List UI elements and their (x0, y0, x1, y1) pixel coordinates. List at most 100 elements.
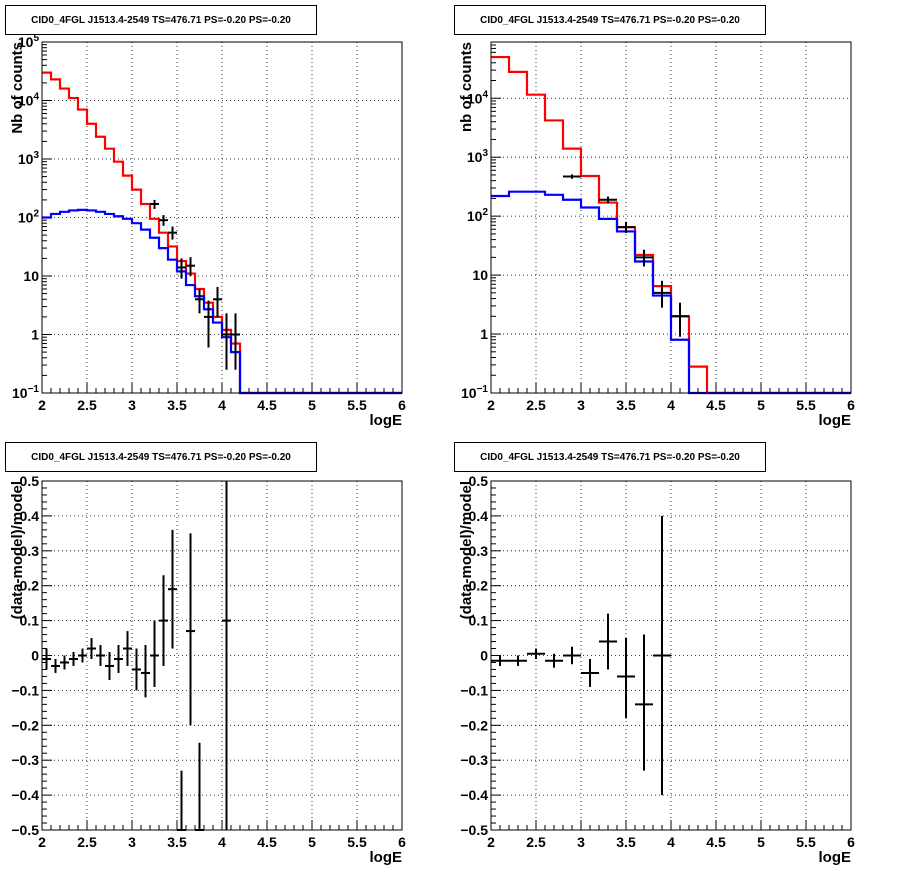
y-tick-label: −0.5 (11, 822, 39, 838)
data-point (51, 658, 60, 673)
data-point (186, 533, 195, 726)
data-point (123, 631, 132, 666)
data-point (42, 648, 51, 670)
x-tick-label: 6 (398, 834, 406, 850)
series-line (42, 71, 402, 395)
plot-frame (490, 41, 852, 394)
data-point (69, 652, 78, 666)
data-point (177, 258, 186, 279)
x-tick-label: 3.5 (616, 834, 636, 850)
y-tick-label: 0.5 (469, 473, 489, 489)
data-point (204, 300, 213, 348)
data-point (105, 652, 114, 680)
y-tick-label: 1 (31, 327, 39, 343)
x-tick-label: 5 (308, 834, 316, 850)
data-point (168, 226, 177, 240)
data-point (177, 770, 186, 831)
x-tick-label: 4 (667, 834, 675, 850)
x-tick-label: 2.5 (526, 834, 546, 850)
data-point (563, 174, 581, 179)
x-tick-label: 4.5 (706, 834, 726, 850)
x-tick-label: 5 (308, 397, 316, 413)
y-tick-label: 0 (31, 648, 39, 664)
y-axis-label: Nb of counts (9, 42, 26, 134)
plot-pad-counts-left: 2 2.5 3 3.5 4 4.5 5 5.5 6 logE 10−1 1 10 102 103 104 105… (0, 0, 449, 437)
x-tick-label: 6 (398, 397, 406, 413)
y-tick-label: 0.3 (469, 543, 489, 559)
plot-pad-residuals-left: 2 2.5 3 3.5 4 4.5 5 5.5 6 logE −0.5 −0.4 −0.3 −0.2 −0.… (0, 437, 449, 875)
x-tick-label: 5 (757, 397, 765, 413)
data-point (78, 648, 87, 663)
data-point (545, 653, 563, 668)
x-tick-label: 6 (847, 834, 855, 850)
data-point (653, 280, 671, 308)
x-tick-label: 5.5 (347, 834, 367, 850)
y-tick-label: −0.3 (460, 752, 488, 768)
data-point (132, 648, 141, 691)
x-tick-label: 2.5 (77, 397, 97, 413)
x-tick-label: 4.5 (257, 397, 277, 413)
data-point (635, 249, 653, 267)
data-point (195, 288, 204, 314)
chart-title: CID0_4FGL J1513.4-2549 TS=476.71 PS=-0.2… (454, 5, 766, 35)
x-tick-label: 3.5 (167, 834, 187, 850)
y-tick-label: 102 (467, 207, 489, 224)
chart-title: CID0_4FGL J1513.4-2549 TS=476.71 PS=-0.2… (5, 5, 317, 35)
x-tick-label: 3 (128, 834, 136, 850)
chart-title: CID0_4FGL J1513.4-2549 TS=476.71 PS=-0.2… (454, 442, 766, 472)
y-tick-label: −0.3 (11, 752, 39, 768)
data-point (150, 199, 159, 209)
series-line (42, 208, 402, 395)
plot-frame (41, 480, 403, 831)
y-tick-label: −0.2 (460, 717, 488, 733)
data-point (60, 655, 69, 670)
y-tick-label: 104 (467, 89, 489, 106)
plot-pad-counts-right: 2 2.5 3 3.5 4 4.5 5 5.5 6 logE 10−1 1 10 102 103 104 nb … (449, 0, 898, 437)
x-tick-label: 2 (487, 834, 495, 850)
y-tick-label: −0.4 (11, 787, 39, 803)
data-point (599, 613, 617, 670)
x-tick-label: 4.5 (257, 834, 277, 850)
data-point (222, 313, 231, 370)
data-point (509, 655, 527, 666)
y-tick-label: 0.4 (469, 508, 489, 524)
x-axis-label: logE (819, 412, 852, 429)
data-point (159, 215, 168, 226)
data-point (491, 655, 509, 666)
data-point (168, 529, 177, 649)
data-point (96, 645, 105, 666)
y-tick-label: 10−1 (12, 384, 39, 401)
y-tick-label: 105 (18, 33, 40, 50)
data-point (87, 638, 96, 659)
y-tick-label: 0.2 (20, 578, 40, 594)
data-point (653, 515, 671, 796)
data-point (159, 575, 168, 666)
y-tick-label: −0.5 (460, 822, 488, 838)
y-tick-label: 103 (18, 150, 40, 167)
data-point (617, 638, 635, 719)
data-point (231, 313, 240, 370)
x-tick-label: 3 (128, 397, 136, 413)
y-tick-label: 10−1 (461, 384, 488, 401)
y-tick-label: 104 (18, 92, 40, 109)
plot-pad-residuals-right: 2 2.5 3 3.5 4 4.5 5 5.5 6 logE −0.5 −0.4 −0.3 −0.2 −0.… (449, 437, 898, 875)
x-tick-label: 5 (757, 834, 765, 850)
data-point (150, 620, 159, 687)
y-tick-label: 0.4 (20, 508, 40, 524)
x-tick-label: 3.5 (167, 397, 187, 413)
x-tick-label: 3 (577, 834, 585, 850)
y-tick-label: 0.3 (20, 543, 40, 559)
y-axis-label: (data-model)/model (9, 481, 26, 619)
x-axis-label: logE (819, 849, 852, 866)
chart-title: CID0_4FGL J1513.4-2549 TS=476.71 PS=-0.2… (5, 442, 317, 472)
data-point (186, 257, 195, 276)
x-tick-label: 3 (577, 397, 585, 413)
data-point (599, 196, 617, 204)
data-point (114, 645, 123, 673)
y-tick-label: 0.1 (469, 613, 489, 629)
x-tick-label: 6 (847, 397, 855, 413)
x-tick-label: 4 (218, 397, 226, 413)
